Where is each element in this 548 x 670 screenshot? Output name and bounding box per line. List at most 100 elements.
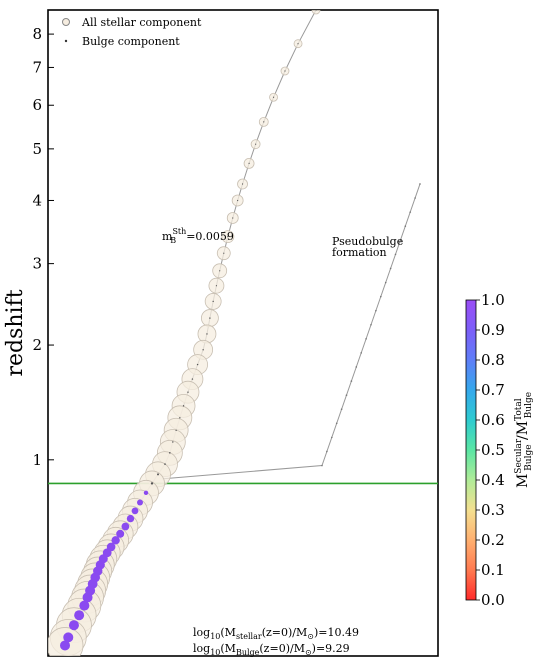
colorbar (465, 299, 477, 601)
pseudobulge-point (399, 239, 402, 242)
colorbar-tick-label: 0.3 (481, 501, 505, 519)
colorbar-tick-label: 0.2 (481, 531, 505, 549)
bulge-point (182, 405, 185, 407)
pseudobulge-track-points (321, 183, 421, 467)
pseudobulge-point (394, 253, 397, 256)
summary-stellar-mass: log10(Mstellar(z=0)/M⊙)=10.49 (193, 626, 359, 641)
summary-bulge-mass: log10(MBulge(z=0)/M⊙)=9.29 (193, 642, 350, 657)
y-tick-label: 3 (32, 255, 42, 273)
y-tick-label: 8 (32, 25, 42, 43)
bulge-point (206, 333, 208, 335)
pseudobulge-point (414, 197, 416, 199)
bulge-point (164, 463, 166, 465)
colorbar-tick-label: 1.0 (481, 291, 505, 309)
y-tick-label: 4 (32, 191, 42, 209)
bulge-point (175, 429, 177, 431)
bulge-point (209, 317, 211, 319)
colorbar-tick-label: 0.6 (481, 411, 505, 429)
pseudobulge-point (321, 464, 323, 467)
colorbar-tick-label: 0.0 (481, 591, 505, 609)
colorbar-label: MSecularBulge /MTotalBulge (514, 392, 534, 488)
pseudobulge-point (365, 338, 367, 340)
bulge-point (169, 452, 171, 454)
plot-frame (47, 9, 439, 657)
pseudobulge-point (409, 211, 412, 213)
bulge-point (315, 10, 317, 11)
stellar-points (48, 10, 321, 656)
pseudobulge-point (326, 450, 328, 453)
bulge-point (179, 417, 181, 419)
pseudobulge-point (335, 422, 338, 425)
pseudobulge-point (404, 225, 407, 228)
bulge-point (219, 270, 221, 272)
colorbar-tick-label: 0.1 (481, 561, 505, 579)
legend-bulge-label: Bulge component (82, 35, 180, 48)
bulge-points (60, 10, 317, 651)
bulge-point (131, 507, 139, 515)
bulge-point (191, 378, 194, 380)
bulge-point (150, 482, 154, 485)
bulge-point (297, 43, 299, 45)
pseudobulge-point (375, 309, 377, 312)
pseudobulge-point (419, 183, 421, 185)
bulge-point (116, 529, 125, 538)
bulge-point (111, 536, 120, 545)
y-axis-ticks: 1 2 3 4 5 6 7 8 (32, 25, 54, 469)
pseudobulge-point (331, 436, 333, 439)
bulge-point (202, 349, 204, 351)
legend: All stellar component Bulge component (62, 16, 202, 48)
legend-stellar-label: All stellar component (81, 16, 202, 29)
pseudobulge-point (345, 394, 348, 396)
bulge-point (232, 217, 234, 219)
colorbar-ticks: 0.0 0.1 0.2 0.3 0.4 0.5 0.6 0.7 0.8 0.9 1.0 (476, 291, 505, 609)
bulge-point (255, 143, 257, 145)
pseudobulge-point (370, 323, 372, 326)
bulge-point (74, 610, 85, 621)
pseudobulge-point (360, 352, 363, 354)
y-axis-title: redshift (3, 289, 28, 376)
bulge-point (284, 70, 286, 72)
bulge-point (157, 473, 159, 476)
threshold-label: mSth B =0.0059 (162, 227, 234, 245)
y-tick-label: 1 (32, 451, 42, 469)
bulge-point (196, 363, 199, 366)
legend-stellar-marker (62, 18, 70, 26)
pseudobulge-label: Pseudobulge (332, 235, 403, 248)
pseudobulge-point (389, 267, 392, 270)
bulge-point (60, 640, 70, 651)
pseudobulge-point (384, 281, 387, 284)
bulge-point (121, 522, 130, 531)
pseudobulge-point (380, 295, 382, 298)
bulge-point (79, 600, 90, 611)
bulge-point (82, 592, 93, 603)
pseudobulge-point (340, 408, 343, 411)
bulge-point (248, 162, 250, 164)
colorbar-tick-label: 0.5 (481, 441, 505, 459)
colorbar-tick-label: 0.9 (481, 321, 505, 339)
bulge-point (187, 391, 189, 393)
pseudobulge-point (355, 366, 358, 368)
pseudobulge-point (350, 380, 353, 382)
bulge-point (241, 183, 244, 185)
bulge-point (237, 199, 239, 202)
bulge-point (212, 300, 214, 303)
pseudobulge-label-line2: formation (332, 246, 387, 259)
bulge-point (63, 632, 74, 643)
bulge-point (223, 252, 225, 254)
bulge-point (215, 285, 218, 287)
bulge-point (172, 441, 174, 443)
y-tick-label: 6 (32, 96, 42, 114)
stellar-point (311, 10, 321, 15)
y-tick-label: 7 (32, 58, 42, 76)
colorbar-tick-label: 0.4 (481, 471, 505, 489)
colorbar-tick-label: 0.8 (481, 351, 505, 369)
bulge-point (272, 96, 275, 98)
bulge-point (143, 490, 149, 495)
y-tick-label: 2 (32, 336, 42, 354)
bulge-point (263, 121, 265, 123)
bulge-point (137, 499, 143, 506)
y-tick-label: 5 (32, 140, 42, 158)
bulge-point (227, 236, 229, 238)
bulge-point (68, 620, 79, 631)
